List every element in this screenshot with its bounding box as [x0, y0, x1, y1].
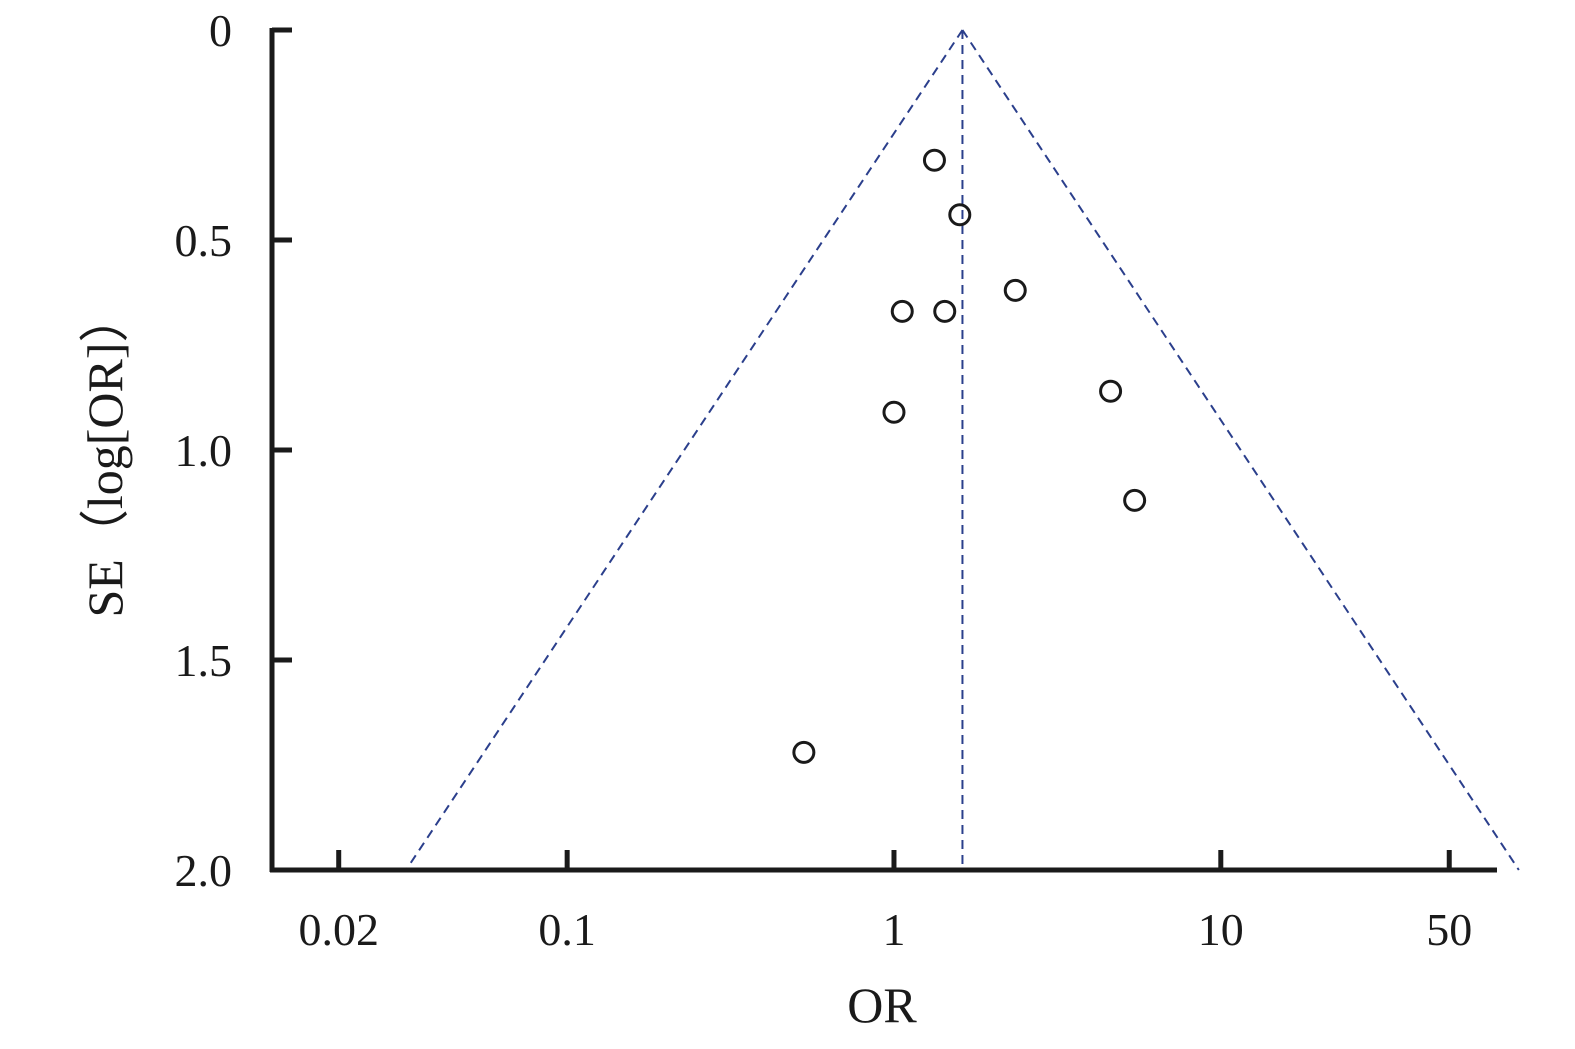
- x-tick-label: 0.1: [538, 904, 596, 955]
- y-tick-label: 1.0: [175, 425, 233, 476]
- x-tick-label: 0.02: [298, 904, 379, 955]
- x-tick-label: 1: [882, 904, 905, 955]
- study-point: [792, 740, 816, 764]
- funnel-right-boundary: [961, 29, 1520, 871]
- study-point: [882, 400, 906, 424]
- study-points: [792, 148, 1147, 764]
- funnel-layer: [405, 29, 1520, 871]
- study-point: [1099, 379, 1123, 403]
- funnel-left-boundary: [405, 29, 964, 871]
- study-point: [933, 299, 957, 323]
- x-tick-label: 10: [1198, 904, 1244, 955]
- study-point: [890, 299, 914, 323]
- study-point: [1003, 278, 1027, 302]
- study-point: [948, 203, 972, 227]
- x-tick-label: 50: [1426, 904, 1472, 955]
- axes-layer: [269, 28, 1497, 873]
- study-point: [922, 148, 946, 172]
- y-tick-label: 1.5: [175, 635, 233, 686]
- y-ticks: 0 0.5 1.0 1.5 2.0: [175, 5, 292, 896]
- x-ticks: 0.02 0.1 1 10 50: [298, 850, 1472, 955]
- y-axis-title: SE（log[OR]）: [77, 293, 133, 618]
- study-point: [1123, 488, 1147, 512]
- y-tick-label: 2.0: [175, 845, 233, 896]
- y-tick-label: 0.5: [175, 215, 233, 266]
- y-tick-label: 0: [209, 5, 232, 56]
- x-axis-title: OR: [847, 977, 917, 1033]
